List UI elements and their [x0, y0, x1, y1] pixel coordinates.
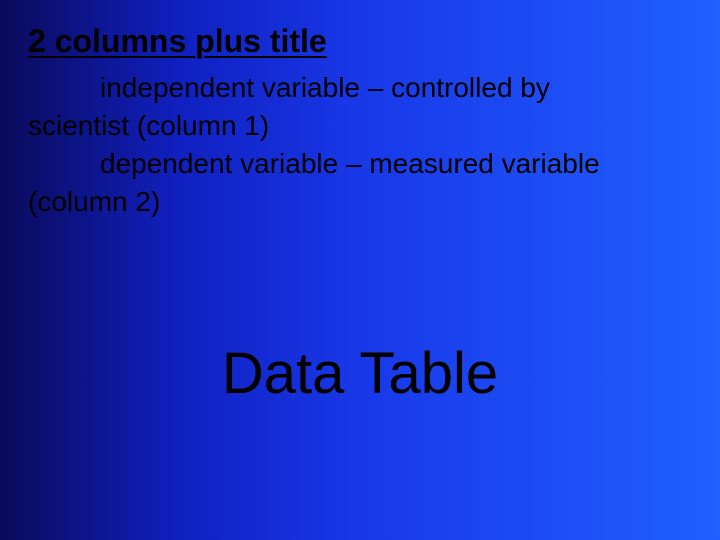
definition-2-line-2: (column 2): [28, 183, 692, 221]
definition-1-line-2: scientist (column 1): [28, 107, 692, 145]
definition-2-line-1: dependent variable – measured variable: [28, 145, 692, 183]
slide-heading: 2 columns plus title: [28, 20, 692, 63]
definition-1-line-1: independent variable – controlled by: [28, 69, 692, 107]
slide-big-title: Data Table: [0, 340, 720, 407]
slide: 2 columns plus title independent variabl…: [0, 0, 720, 540]
